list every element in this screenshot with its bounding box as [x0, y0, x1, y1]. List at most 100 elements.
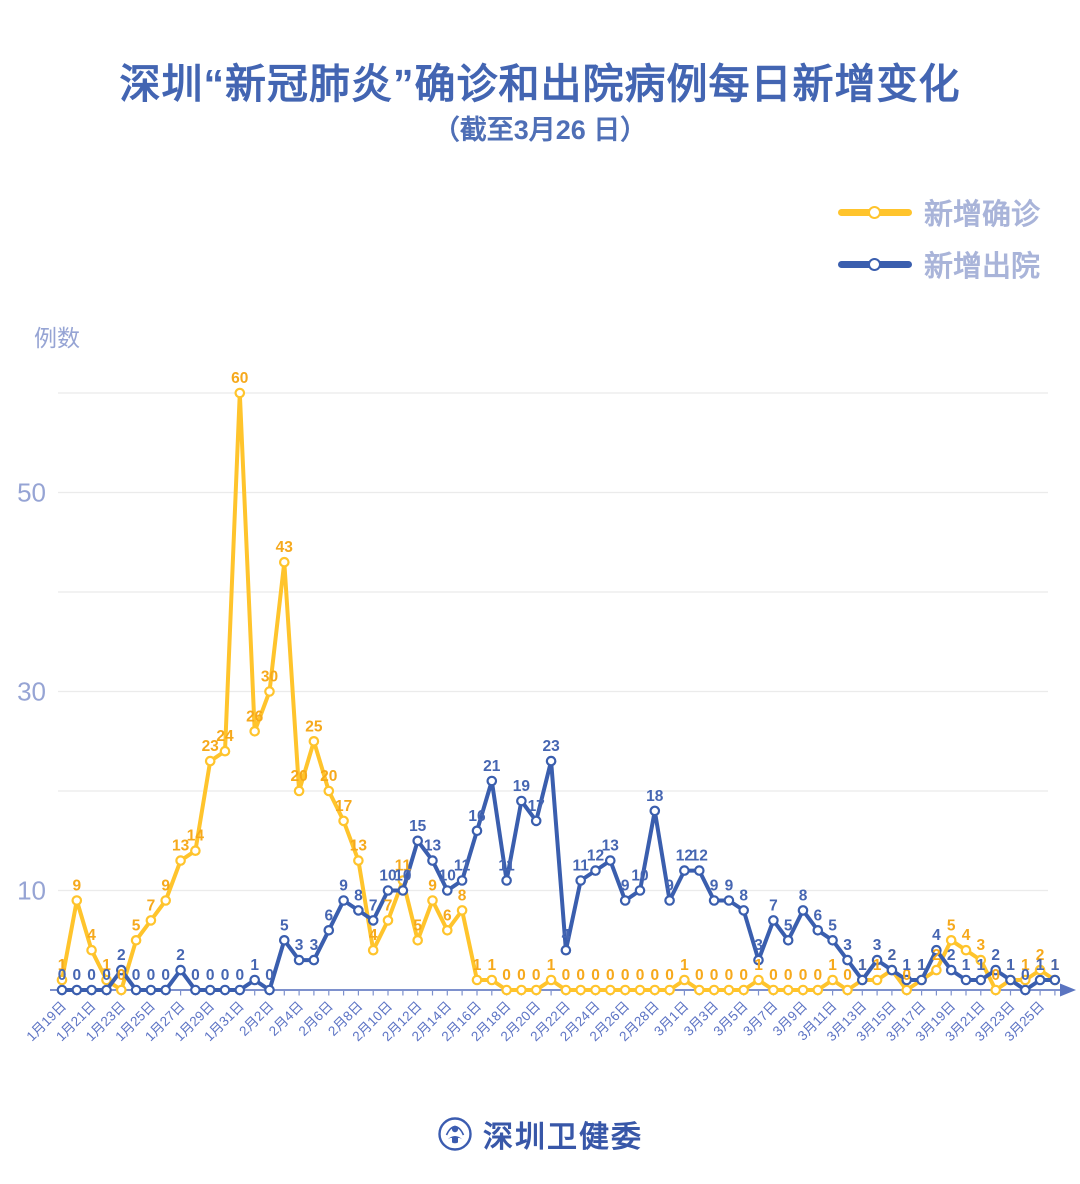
svg-text:0: 0: [58, 967, 67, 984]
svg-text:10: 10: [379, 868, 396, 885]
svg-text:50: 50: [17, 478, 46, 508]
svg-text:1: 1: [102, 957, 111, 974]
svg-text:13: 13: [350, 838, 368, 855]
svg-text:10: 10: [394, 868, 411, 885]
svg-text:0: 0: [606, 967, 615, 984]
svg-text:0: 0: [650, 967, 659, 984]
svg-text:1: 1: [250, 957, 259, 974]
svg-text:11: 11: [454, 858, 471, 875]
svg-text:5: 5: [413, 917, 422, 934]
svg-text:0: 0: [799, 967, 808, 984]
svg-text:0: 0: [517, 967, 526, 984]
svg-text:0: 0: [532, 967, 541, 984]
svg-text:23: 23: [542, 738, 560, 755]
svg-text:12: 12: [587, 848, 604, 865]
svg-text:14: 14: [187, 828, 205, 845]
svg-text:1: 1: [1051, 957, 1060, 974]
svg-text:0: 0: [206, 967, 215, 984]
svg-text:24: 24: [216, 728, 234, 745]
svg-text:10: 10: [631, 868, 648, 885]
svg-text:11: 11: [498, 858, 515, 875]
svg-text:1: 1: [976, 957, 985, 974]
svg-text:8: 8: [739, 887, 748, 904]
svg-text:9: 9: [161, 878, 170, 895]
x-axis-labels: 1月19日1月21日1月23日1月25日1月27日1月29日1月31日2月2日2…: [23, 999, 1047, 1045]
svg-text:8: 8: [458, 887, 467, 904]
svg-text:1: 1: [902, 957, 911, 974]
svg-text:12: 12: [676, 848, 693, 865]
svg-text:1: 1: [487, 957, 496, 974]
svg-text:2: 2: [947, 947, 956, 964]
svg-text:0: 0: [695, 967, 704, 984]
svg-text:4: 4: [932, 927, 941, 944]
legend-item-discharged: 新增出院: [837, 246, 1040, 283]
svg-text:0: 0: [902, 967, 911, 984]
svg-text:1: 1: [58, 957, 67, 974]
svg-text:9: 9: [725, 878, 734, 895]
svg-text:0: 0: [621, 967, 630, 984]
svg-text:7: 7: [384, 897, 393, 914]
svg-text:3: 3: [295, 937, 304, 954]
chart-subtitle: （截至3月26 日）: [432, 115, 648, 145]
svg-text:3: 3: [843, 937, 852, 954]
y-axis-labels: 10 30 50 例数: [17, 325, 80, 906]
svg-text:0: 0: [117, 967, 126, 984]
svg-text:43: 43: [276, 539, 294, 556]
footer-brand: 深圳卫健委: [483, 1121, 643, 1154]
legend-swatch-confirmed-icon: [837, 205, 912, 219]
svg-text:9: 9: [665, 878, 674, 895]
series-新增出院: [56, 755, 1061, 996]
svg-text:6: 6: [813, 907, 822, 924]
svg-text:20: 20: [290, 768, 307, 785]
svg-text:0: 0: [665, 967, 674, 984]
svg-text:1: 1: [873, 957, 882, 974]
svg-text:13: 13: [172, 838, 190, 855]
svg-text:0: 0: [591, 967, 600, 984]
svg-text:0: 0: [636, 967, 645, 984]
svg-text:5: 5: [947, 917, 956, 934]
svg-text:2: 2: [1036, 947, 1045, 964]
svg-text:5: 5: [132, 917, 141, 934]
svg-text:0: 0: [147, 967, 156, 984]
svg-text:0: 0: [769, 967, 778, 984]
svg-text:1: 1: [473, 957, 482, 974]
svg-text:0: 0: [221, 967, 230, 984]
svg-text:21: 21: [483, 758, 501, 775]
svg-text:9: 9: [428, 878, 437, 895]
svg-text:17: 17: [528, 798, 545, 815]
svg-text:19: 19: [513, 778, 531, 795]
svg-text:2: 2: [117, 947, 126, 964]
svg-text:5: 5: [280, 917, 289, 934]
svg-text:0: 0: [784, 967, 793, 984]
svg-text:7: 7: [769, 897, 778, 914]
svg-text:2: 2: [991, 947, 1000, 964]
chart-title: 深圳“新冠肺炎”确诊和出院病例每日新增变化: [119, 61, 961, 107]
svg-text:7: 7: [147, 897, 156, 914]
svg-text:1: 1: [917, 957, 926, 974]
legend-swatch-discharged-icon: [837, 257, 912, 271]
svg-text:9: 9: [72, 878, 81, 895]
svg-text:4: 4: [369, 927, 378, 944]
svg-text:13: 13: [602, 838, 620, 855]
svg-text:1: 1: [1006, 957, 1015, 974]
svg-text:2: 2: [176, 947, 185, 964]
svg-text:15: 15: [409, 818, 427, 835]
legend-item-confirmed: 新增确诊: [837, 194, 1040, 231]
svg-text:1: 1: [917, 957, 926, 974]
svg-text:0: 0: [725, 967, 734, 984]
svg-text:5: 5: [828, 917, 837, 934]
svg-text:30: 30: [261, 669, 278, 686]
svg-text:1: 1: [680, 957, 689, 974]
svg-text:30: 30: [17, 677, 46, 707]
svg-text:0: 0: [502, 967, 511, 984]
svg-text:9: 9: [710, 878, 719, 895]
svg-text:0: 0: [132, 967, 141, 984]
svg-text:23: 23: [202, 738, 220, 755]
svg-text:12: 12: [691, 848, 708, 865]
svg-text:1: 1: [1051, 957, 1060, 974]
svg-text:8: 8: [799, 887, 808, 904]
svg-text:1: 1: [828, 957, 837, 974]
